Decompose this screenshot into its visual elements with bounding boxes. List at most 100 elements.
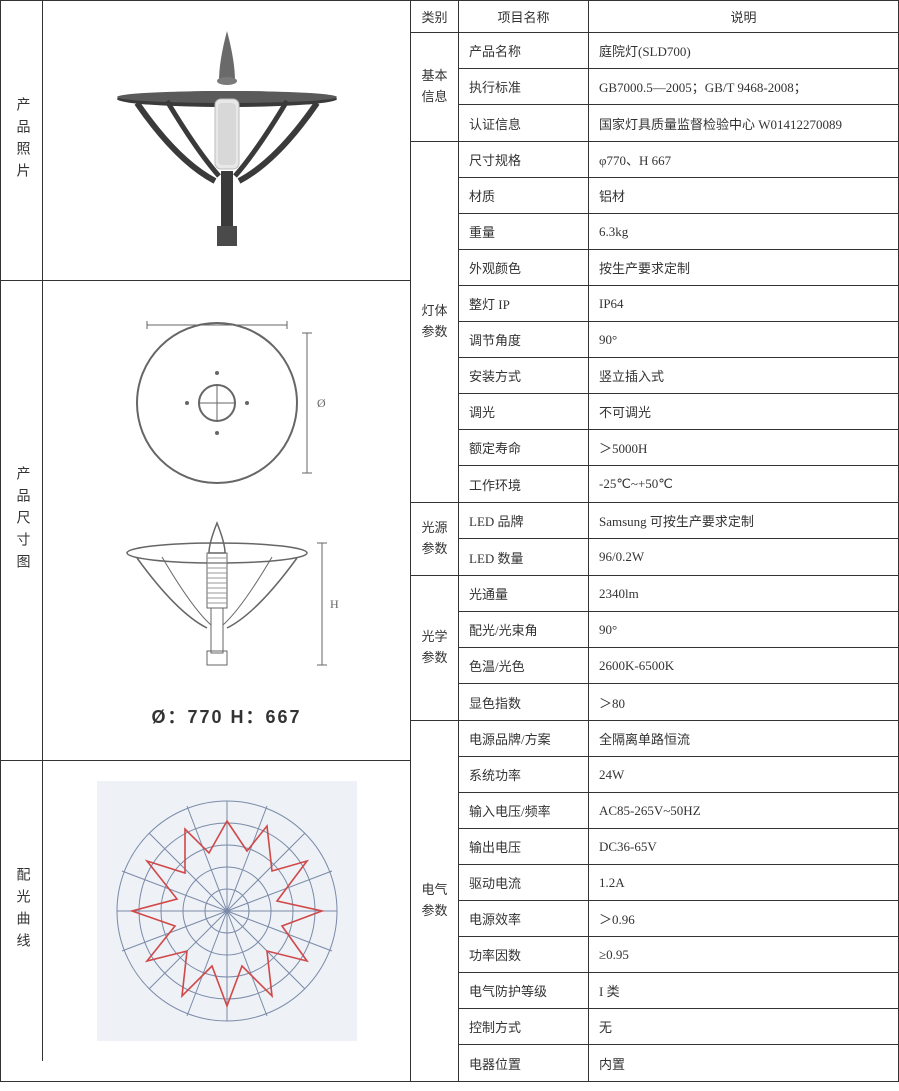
group-rows: 电源品牌/方案全隔离单路恒流系统功率24W输入电压/频率AC85-265V~50… <box>459 721 898 1081</box>
data-row: 电气防护等级I 类 <box>459 973 898 1009</box>
product-photo-label: 产品照片 <box>1 1 43 280</box>
data-row: 执行标准GB7000.5—2005；GB/T 9468-2008； <box>459 69 898 105</box>
row-name: LED 品牌 <box>459 503 589 538</box>
spec-sheet: 产品照片 <box>0 0 899 1082</box>
group-rows: 光通量2340lm配光/光束角90°色温/光色2600K-6500K显色指数＞8… <box>459 576 898 720</box>
side-view-icon: H <box>107 513 347 683</box>
data-row: 电器位置内置 <box>459 1045 898 1081</box>
row-value: 24W <box>589 757 898 792</box>
row-value: I 类 <box>589 973 898 1008</box>
group-rows: LED 品牌Samsung 可按生产要求定制LED 数量96/0.2W <box>459 503 898 575</box>
data-row: 输出电压DC36-65V <box>459 829 898 865</box>
group-label: 基本信息 <box>411 33 459 141</box>
data-row: 电源品牌/方案全隔离单路恒流 <box>459 721 898 757</box>
row-name: 执行标准 <box>459 69 589 104</box>
data-row: 功率因数≥0.95 <box>459 937 898 973</box>
row-value: 2600K-6500K <box>589 648 898 683</box>
light-curve-cell <box>43 761 410 1061</box>
data-row: 配光/光束角90° <box>459 612 898 648</box>
row-value: 90° <box>589 612 898 647</box>
group-rows: 尺寸规格φ770、H 667材质铝材重量6.3kg外观颜色按生产要求定制整灯 I… <box>459 142 898 502</box>
data-row: 额定寿命＞5000H <box>459 430 898 466</box>
row-value: φ770、H 667 <box>589 142 898 177</box>
row-name: 系统功率 <box>459 757 589 792</box>
data-row: 安装方式竖立插入式 <box>459 358 898 394</box>
spec-groups: 基本信息产品名称庭院灯(SLD700)执行标准GB7000.5—2005；GB/… <box>411 33 898 1081</box>
data-row: 光通量2340lm <box>459 576 898 612</box>
header-desc: 说明 <box>589 1 898 32</box>
right-column: 类别 项目名称 说明 基本信息产品名称庭院灯(SLD700)执行标准GB7000… <box>411 1 898 1081</box>
row-name: 外观颜色 <box>459 250 589 285</box>
row-value: 国家灯具质量监督检验中心 W01412270089 <box>589 105 898 141</box>
row-name: 调光 <box>459 394 589 429</box>
spec-group: 电气参数电源品牌/方案全隔离单路恒流系统功率24W输入电压/频率AC85-265… <box>411 721 898 1081</box>
row-value: 全隔离单路恒流 <box>589 721 898 756</box>
row-value: 1.2A <box>589 865 898 900</box>
row-name: 材质 <box>459 178 589 213</box>
row-value: IP64 <box>589 286 898 321</box>
row-name: 电源品牌/方案 <box>459 721 589 756</box>
row-value: 无 <box>589 1009 898 1044</box>
row-name: 重量 <box>459 214 589 249</box>
data-row: 尺寸规格φ770、H 667 <box>459 142 898 178</box>
row-value: ≥0.95 <box>589 937 898 972</box>
spec-group: 光学参数光通量2340lm配光/光束角90°色温/光色2600K-6500K显色… <box>411 576 898 721</box>
row-value: 庭院灯(SLD700) <box>589 33 898 68</box>
row-value: ＞0.96 <box>589 901 898 936</box>
svg-text:H: H <box>330 597 339 611</box>
lamp-illustration <box>97 21 357 261</box>
row-value: ＞80 <box>589 684 898 720</box>
row-value: 竖立插入式 <box>589 358 898 393</box>
dimension-caption: Ø：770 H：667 <box>151 703 301 729</box>
row-name: 功率因数 <box>459 937 589 972</box>
data-row: 调光不可调光 <box>459 394 898 430</box>
data-row: 认证信息国家灯具质量监督检验中心 W01412270089 <box>459 105 898 141</box>
row-value: ＞5000H <box>589 430 898 465</box>
data-row: 显色指数＞80 <box>459 684 898 720</box>
data-row: 控制方式无 <box>459 1009 898 1045</box>
data-row: 材质铝材 <box>459 178 898 214</box>
data-row: LED 品牌Samsung 可按生产要求定制 <box>459 503 898 539</box>
row-name: 产品名称 <box>459 33 589 68</box>
row-name: 工作环境 <box>459 466 589 502</box>
group-label: 光源参数 <box>411 503 459 575</box>
light-curve-row: 配光曲线 <box>1 761 410 1061</box>
row-value: 6.3kg <box>589 214 898 249</box>
row-name: 输入电压/频率 <box>459 793 589 828</box>
product-dimension-row: 产品尺寸图 Ø <box>1 281 410 761</box>
row-name: 光通量 <box>459 576 589 611</box>
top-view-icon: Ø <box>107 313 347 493</box>
header-category: 类别 <box>411 1 459 32</box>
row-name: 电源效率 <box>459 901 589 936</box>
data-row: 重量6.3kg <box>459 214 898 250</box>
row-name: 电器位置 <box>459 1045 589 1081</box>
row-name: 电气防护等级 <box>459 973 589 1008</box>
row-name: 尺寸规格 <box>459 142 589 177</box>
data-row: 工作环境-25℃~+50℃ <box>459 466 898 502</box>
row-name: 控制方式 <box>459 1009 589 1044</box>
row-name: 额定寿命 <box>459 430 589 465</box>
row-value: GB7000.5—2005；GB/T 9468-2008； <box>589 69 898 104</box>
left-column: 产品照片 <box>1 1 411 1081</box>
spec-group: 基本信息产品名称庭院灯(SLD700)执行标准GB7000.5—2005；GB/… <box>411 33 898 142</box>
row-value: Samsung 可按生产要求定制 <box>589 503 898 538</box>
row-value: AC85-265V~50HZ <box>589 793 898 828</box>
data-row: 驱动电流1.2A <box>459 865 898 901</box>
header-item: 项目名称 <box>459 1 589 32</box>
row-value: -25℃~+50℃ <box>589 466 898 502</box>
row-name: 配光/光束角 <box>459 612 589 647</box>
data-row: 输入电压/频率AC85-265V~50HZ <box>459 793 898 829</box>
group-label: 光学参数 <box>411 576 459 720</box>
group-rows: 产品名称庭院灯(SLD700)执行标准GB7000.5—2005；GB/T 94… <box>459 33 898 141</box>
product-dimension-cell: Ø <box>43 281 410 760</box>
data-row: 电源效率＞0.96 <box>459 901 898 937</box>
table-header: 类别 项目名称 说明 <box>411 1 898 33</box>
row-value: 铝材 <box>589 178 898 213</box>
svg-text:Ø: Ø <box>317 396 326 410</box>
spec-group: 灯体参数尺寸规格φ770、H 667材质铝材重量6.3kg外观颜色按生产要求定制… <box>411 142 898 503</box>
row-value: 2340lm <box>589 576 898 611</box>
row-name: 认证信息 <box>459 105 589 141</box>
row-name: 驱动电流 <box>459 865 589 900</box>
product-photo-cell <box>43 1 410 280</box>
product-photo-row: 产品照片 <box>1 1 410 281</box>
